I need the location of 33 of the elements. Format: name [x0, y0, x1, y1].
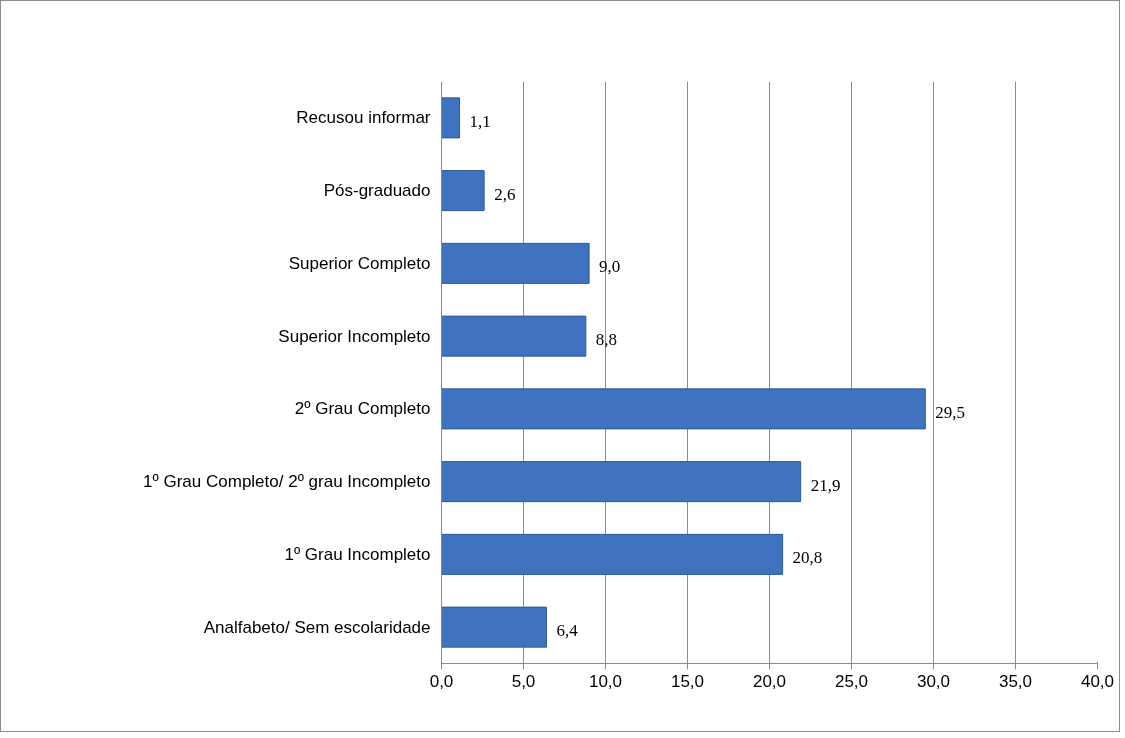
bar — [441, 533, 784, 575]
x-tick-label: 40,0 — [1080, 671, 1115, 691]
bar — [441, 242, 590, 284]
bar — [441, 97, 461, 139]
y-tick-label: Superior Incompleto — [278, 326, 431, 346]
y-tick-label: 1º Grau Incompleto — [284, 544, 431, 564]
x-tick-label: 35,0 — [998, 671, 1033, 691]
bar — [441, 461, 802, 503]
x-tick-label: 10,0 — [588, 671, 623, 691]
data-label: 1,1 — [469, 111, 491, 131]
bar — [441, 170, 485, 212]
y-tick-label: Analfabeto/ Sem escolaridade — [203, 617, 431, 637]
bar — [441, 388, 926, 430]
data-label: 6,4 — [556, 621, 579, 641]
y-tick-label: Pós-graduado — [323, 181, 431, 201]
x-tick-label: 20,0 — [752, 671, 787, 691]
y-tick-label: 2º Grau Completo — [294, 399, 431, 419]
y-tick-label: Recusou informar — [296, 108, 431, 128]
data-label: 21,9 — [810, 475, 841, 495]
data-label: 29,5 — [935, 402, 966, 422]
data-label: 8,8 — [595, 330, 618, 350]
data-label: 20,8 — [792, 548, 823, 568]
x-tick-label: 0,0 — [429, 671, 454, 691]
bar — [441, 315, 587, 357]
y-tick-label: Superior Completo — [288, 253, 431, 273]
x-tick-label: 25,0 — [834, 671, 869, 691]
y-tick-label: 1º Grau Completo/ 2º grau Incompleto — [143, 472, 431, 492]
x-tick-label: 30,0 — [916, 671, 951, 691]
x-tick-label: 15,0 — [670, 671, 705, 691]
bar — [441, 606, 547, 648]
data-label: 2,6 — [494, 184, 516, 204]
x-tick-label: 5,0 — [511, 671, 536, 691]
data-label: 9,0 — [599, 257, 621, 277]
